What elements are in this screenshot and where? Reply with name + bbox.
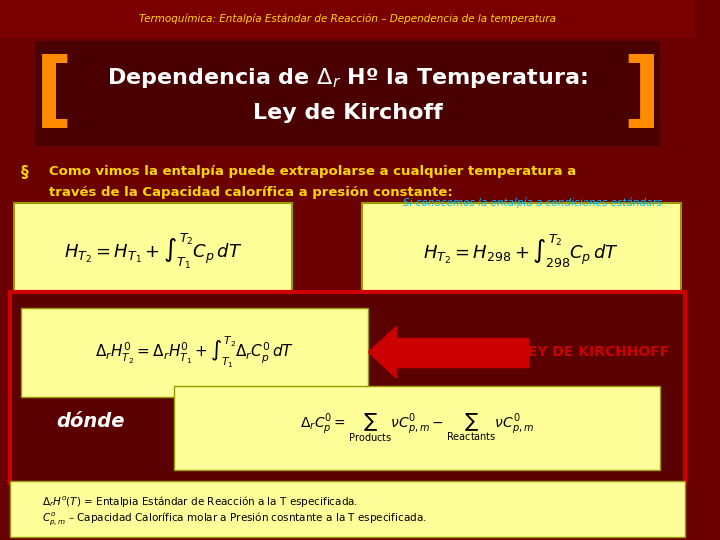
Text: $\Delta_r H^o(T)$ = Entalpia Estándar de Reacción a la T especificada.: $\Delta_r H^o(T)$ = Entalpia Estándar de… — [42, 494, 358, 509]
FancyBboxPatch shape — [10, 481, 685, 537]
Text: $\Delta_r H^0_{T_2} = \Delta_r H^0_{T_1} + \int_{T_1}^{T_2} \Delta_r C^0_p\,dT$: $\Delta_r H^0_{T_2} = \Delta_r H^0_{T_1}… — [95, 334, 294, 370]
FancyBboxPatch shape — [174, 386, 660, 470]
Polygon shape — [369, 327, 396, 378]
Text: dónde: dónde — [56, 411, 125, 431]
Text: ]: ] — [622, 54, 660, 135]
FancyBboxPatch shape — [14, 202, 292, 300]
Text: $H_{T_2} = H_{T_1} + \int_{T_1}^{T_2} C_p\,dT$: $H_{T_2} = H_{T_1} + \int_{T_1}^{T_2} C_… — [64, 232, 242, 271]
Text: Dependencia de $\Delta_r$ Hº la Temperatura:: Dependencia de $\Delta_r$ Hº la Temperat… — [107, 66, 588, 90]
Text: $\Delta_r C^0_p = \sum_{\mathrm{Products}} \nu C^0_{p,m} - \sum_{\mathrm{Reactan: $\Delta_r C^0_p = \sum_{\mathrm{Products… — [300, 411, 534, 444]
FancyBboxPatch shape — [21, 308, 369, 397]
Text: Termoquímica: Entalpía Estándar de Reacción – Dependencia de la temperatura: Termoquímica: Entalpía Estándar de Reacc… — [139, 14, 556, 24]
Text: través de la Capacidad calorífica a presión constante:: través de la Capacidad calorífica a pres… — [49, 186, 452, 199]
FancyBboxPatch shape — [35, 40, 660, 146]
Text: LEY DE KIRCHHOFF: LEY DE KIRCHHOFF — [519, 345, 670, 359]
Text: §: § — [21, 165, 29, 180]
Text: Como vimos la entalpía puede extrapolarse a cualquier temperatura a: Como vimos la entalpía puede extrapolars… — [49, 165, 576, 178]
FancyBboxPatch shape — [0, 0, 696, 38]
FancyBboxPatch shape — [361, 202, 681, 300]
Text: Si conocemos la entalpía a condiciones estándars: Si conocemos la entalpía a condiciones e… — [403, 197, 662, 207]
Text: [: [ — [35, 54, 73, 135]
Text: $H_{T_2} = H_{298} + \int_{298}^{T_2} C_p\,dT$: $H_{T_2} = H_{298} + \int_{298}^{T_2} C_… — [423, 233, 619, 269]
FancyBboxPatch shape — [10, 292, 685, 483]
Text: $C^o_{p,m}$ – Capacidad Calorífica molar a Presión cosntante a la T especificada: $C^o_{p,m}$ – Capacidad Calorífica molar… — [42, 510, 426, 527]
Text: Ley de Kirchoff: Ley de Kirchoff — [253, 103, 443, 124]
Polygon shape — [396, 338, 528, 367]
